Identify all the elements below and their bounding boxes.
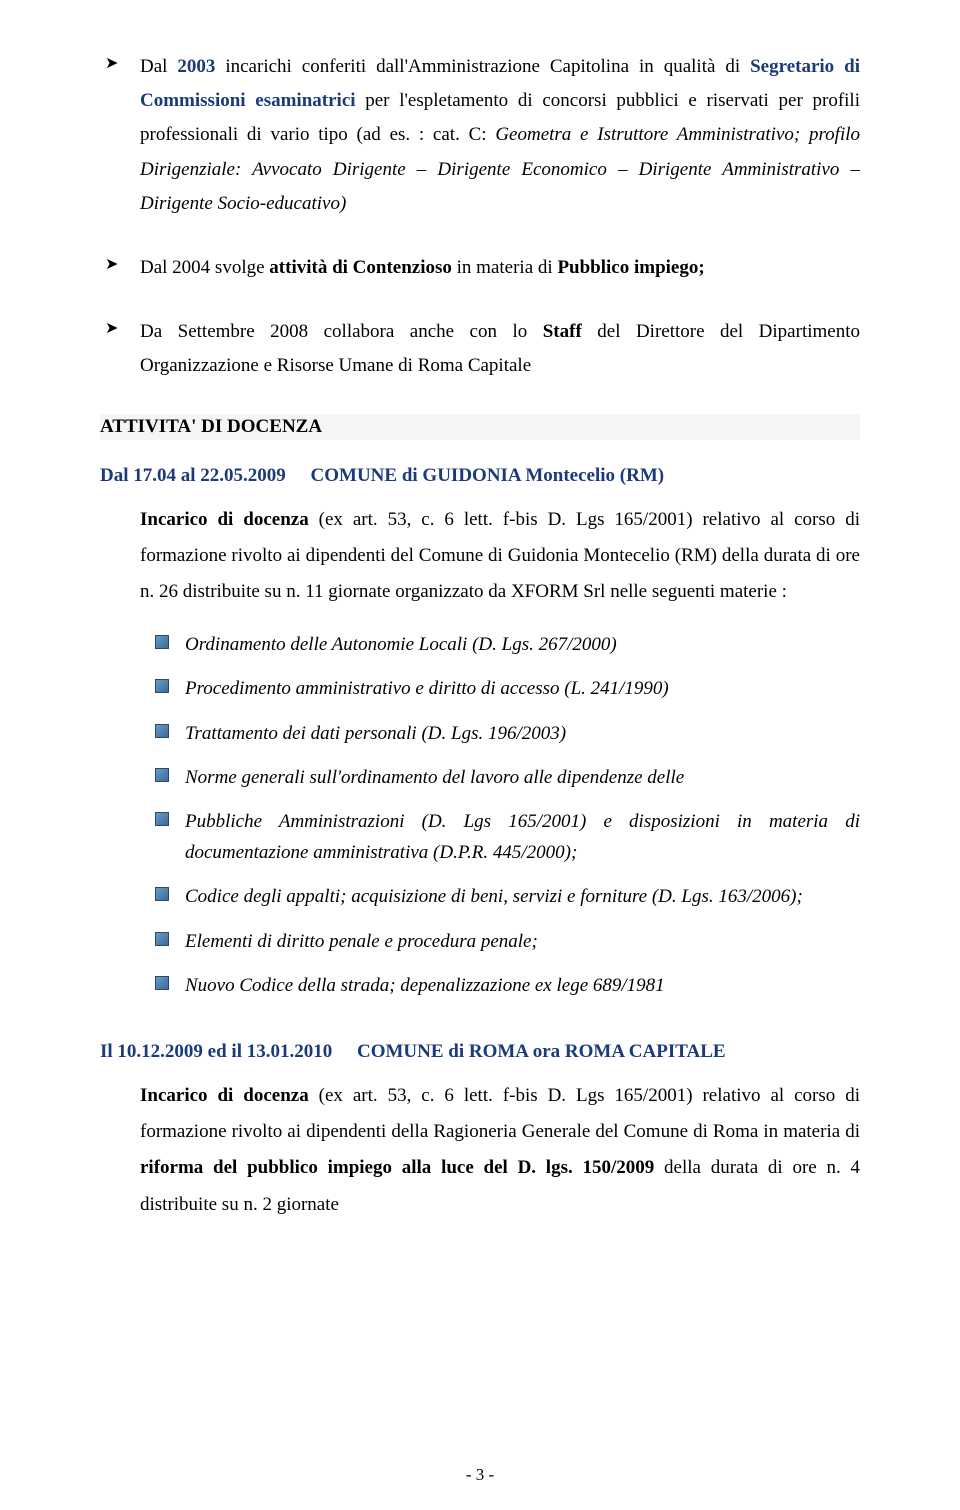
docenza1-heading: Dal 17.04 al 22.05.2009 COMUNE di GUIDON… [100, 465, 860, 487]
text: Da Settembre 2008 collabora anche con lo [140, 321, 543, 342]
materia-item: Pubbliche Amministrazioni (D. Lgs 165/20… [155, 807, 860, 868]
bullet-item-2003: Dal 2003 incarichi conferiti dall'Ammini… [100, 50, 860, 221]
section-heading-docenza: ATTIVITA' DI DOCENZA [100, 414, 860, 440]
main-bullet-list: Dal 2003 incarichi conferiti dall'Ammini… [100, 50, 860, 384]
bullet-item-2004: Dal 2004 svolge attività di Contenzioso … [100, 251, 860, 285]
year-2003: 2003 [177, 56, 215, 77]
incarico2-bold-tail: riforma del pubblico impiego alla luce d… [140, 1157, 654, 1178]
docenza2-date: Il 10.12.2009 ed il 13.01.2010 [100, 1041, 332, 1062]
docenza1-date: Dal 17.04 al 22.05.2009 [100, 465, 286, 486]
docenza1-org: COMUNE di GUIDONIA Montecelio (RM) [311, 465, 665, 486]
bold-contenzioso: attività di Contenzioso [269, 257, 452, 278]
materia-item: Ordinamento delle Autonomie Locali (D. L… [155, 630, 860, 660]
materia-item: Procedimento amministrativo e diritto di… [155, 674, 860, 704]
materia-item: Codice degli appalti; acquisizione di be… [155, 882, 860, 912]
materia-item: Elementi di diritto penale e procedura p… [155, 927, 860, 957]
materia-item: Norme generali sull'ordinamento del lavo… [155, 763, 860, 793]
incarico2-lead: Incarico di docenza [140, 1085, 309, 1106]
materia-item: Trattamento dei dati personali (D. Lgs. … [155, 719, 860, 749]
text: Dal 2004 svolge [140, 257, 269, 278]
docenza2-org: COMUNE di ROMA ora ROMA CAPITALE [357, 1041, 726, 1062]
page-number: - 3 - [0, 1465, 960, 1485]
bold-pubblico-impiego: Pubblico impiego; [557, 257, 704, 278]
text: incarichi conferiti dall'Amministrazione… [215, 56, 750, 77]
materia-item: Nuovo Codice della strada; depenalizzazi… [155, 971, 860, 1001]
bold-staff: Staff [543, 321, 582, 342]
docenza1-materie-list: Ordinamento delle Autonomie Locali (D. L… [155, 630, 860, 1002]
docenza2-heading: Il 10.12.2009 ed il 13.01.2010 COMUNE di… [100, 1041, 860, 1063]
text: Dal [140, 56, 177, 77]
docenza2-body: Incarico di docenza (ex art. 53, c. 6 le… [140, 1078, 860, 1222]
docenza1-body: Incarico di docenza (ex art. 53, c. 6 le… [140, 502, 860, 610]
bullet-item-2008: Da Settembre 2008 collabora anche con lo… [100, 315, 860, 383]
incarico-lead: Incarico di docenza [140, 509, 309, 530]
text: in materia di [452, 257, 558, 278]
